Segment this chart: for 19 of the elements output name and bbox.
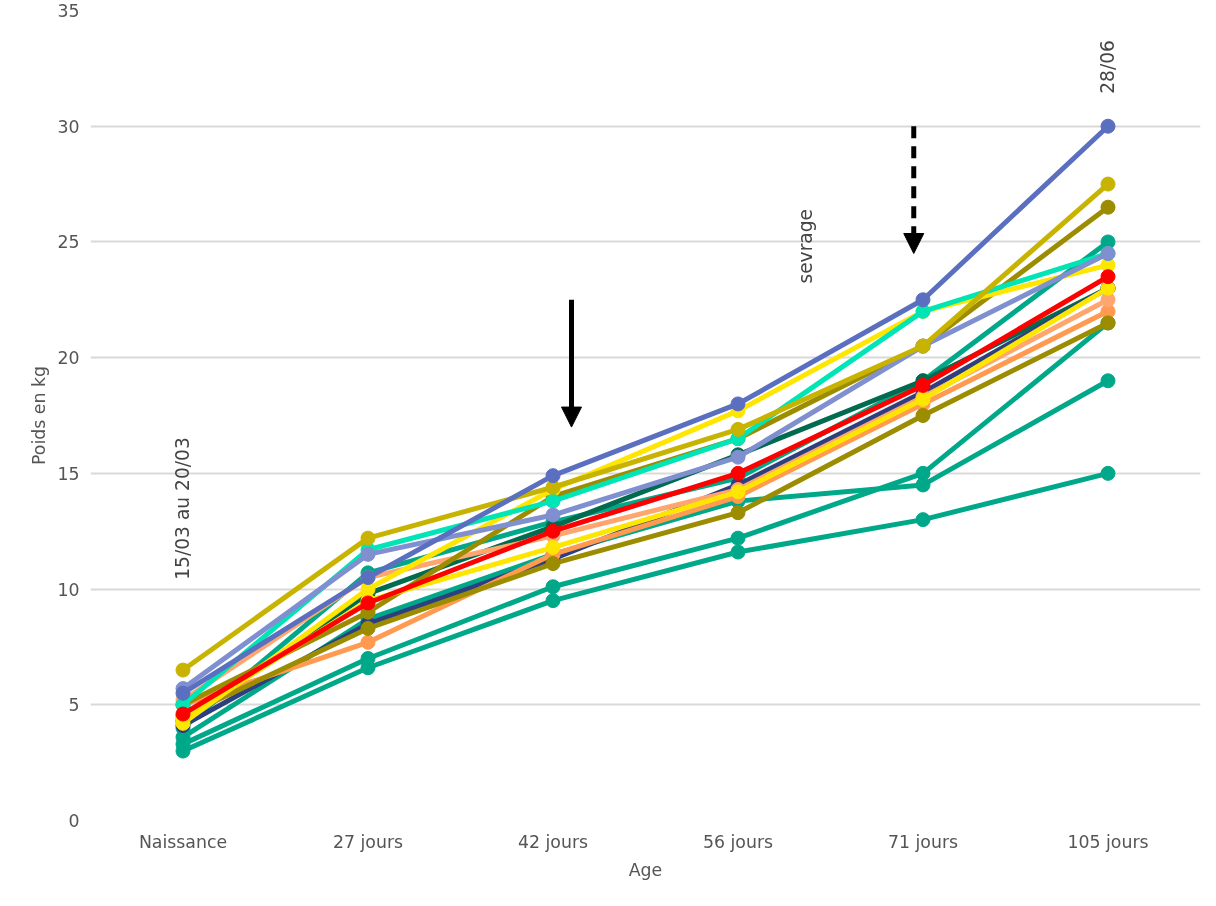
y-tick-label: 10 [57,579,80,600]
x-tick-label: 56 jours [702,831,774,852]
y-tick-label: 15 [57,463,80,484]
y-tick-label: 0 [68,811,80,831]
x-tick-label: Naissance [138,831,228,852]
x-tick-label: 71 jours [887,831,959,852]
annotation: sevrage [795,208,817,284]
y-tick-label: 5 [68,695,80,716]
annotation: 28/06 [1097,40,1118,94]
y-tick-label: 30 [57,116,80,137]
x-tick-label: 105 jours [1067,831,1149,852]
y-tick-label: 20 [57,348,80,369]
x-tick-label: 27 jours [332,831,404,852]
x-tick-label: 42 jours [517,831,589,852]
y-tick-label: 25 [57,232,80,253]
y-axis-title: Poids en kg [29,366,50,465]
annotation: 15/03 au 20/03 [172,437,193,580]
y-tick-label: 35 [57,1,80,21]
x-axis-title: Age [628,859,663,880]
